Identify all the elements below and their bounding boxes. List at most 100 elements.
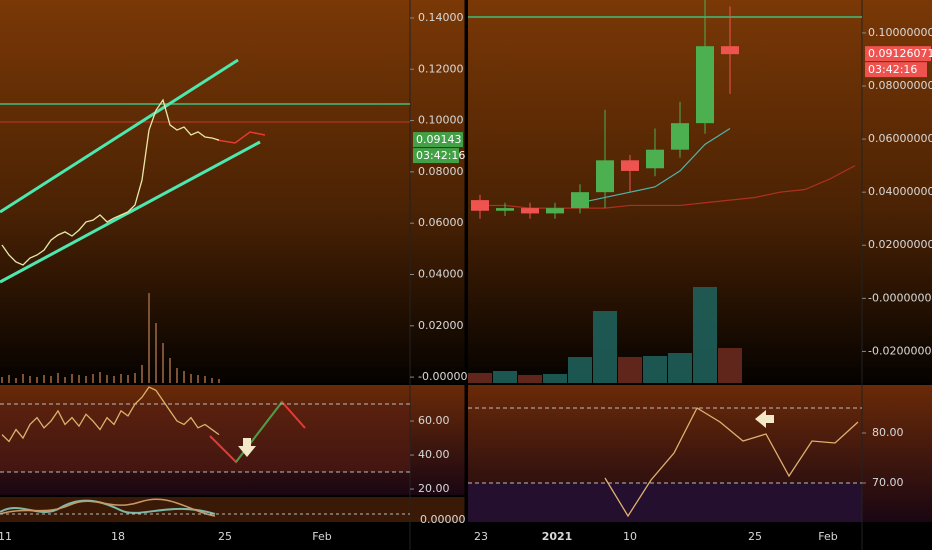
candle-body bbox=[571, 192, 589, 209]
volume-bar bbox=[85, 376, 87, 383]
line bbox=[604, 407, 859, 518]
volume-bar bbox=[197, 375, 199, 383]
volume-bar bbox=[113, 376, 115, 383]
volume-bar bbox=[493, 371, 517, 383]
volume-bar bbox=[162, 343, 164, 383]
y-tick-label: 0.04000000 bbox=[868, 185, 932, 198]
line bbox=[1, 386, 220, 443]
candle-body bbox=[496, 208, 514, 211]
price-label: 0.09126071 bbox=[868, 47, 932, 60]
rsi-band bbox=[468, 483, 862, 522]
volume-bar bbox=[71, 374, 73, 383]
indicator-line bbox=[0, 498, 216, 517]
arrow-icon bbox=[238, 438, 256, 457]
volume-bar bbox=[643, 356, 667, 383]
volume-bar bbox=[155, 323, 157, 383]
timer-box bbox=[413, 148, 459, 164]
candle-body bbox=[471, 200, 489, 211]
volume-bar bbox=[618, 357, 642, 383]
x-tick-label: 25 bbox=[218, 530, 232, 543]
candle-body bbox=[721, 46, 739, 55]
volume-bar bbox=[568, 357, 592, 383]
x-tick-label: 10 bbox=[623, 530, 637, 543]
y-tick-label: 0.08000 bbox=[418, 165, 464, 178]
volume-bar bbox=[1, 377, 3, 383]
y-tick-label: 0.08000000 bbox=[868, 79, 932, 92]
projection bbox=[216, 131, 266, 144]
line bbox=[1, 98, 220, 266]
candle-body bbox=[546, 208, 564, 214]
volume-bar bbox=[36, 377, 38, 383]
left-price-pane bbox=[0, 0, 466, 383]
arrow-icon bbox=[755, 410, 774, 428]
volume-bar bbox=[148, 293, 150, 383]
volume-bar bbox=[127, 375, 129, 383]
y-tick-label: 0.02000 bbox=[418, 319, 464, 332]
x-tick-label: 18 bbox=[111, 530, 125, 543]
x-tick-label: 23 bbox=[474, 530, 488, 543]
x-tick-label: Feb bbox=[312, 530, 331, 543]
timer: 03:42:16 bbox=[868, 63, 917, 76]
candle-body bbox=[596, 160, 614, 193]
y-tick-label: 0.12000 bbox=[418, 62, 464, 75]
timer-box bbox=[865, 62, 927, 78]
volume-bar bbox=[543, 374, 567, 383]
y-tick-label: 0.02000000 bbox=[868, 238, 932, 251]
y-tick-label: 0.04000 bbox=[418, 267, 464, 280]
candle-body bbox=[621, 160, 639, 171]
volume-bar bbox=[169, 358, 171, 383]
x-tick-label: 11 bbox=[0, 530, 12, 543]
volume-bar bbox=[50, 376, 52, 383]
volume-bar bbox=[99, 372, 101, 383]
volume-bar bbox=[141, 365, 143, 383]
y-tick-label: 0.10000000 bbox=[868, 26, 932, 39]
price-label: 0.09143 bbox=[416, 133, 462, 146]
rsi-band bbox=[0, 404, 410, 472]
volume-bar bbox=[668, 353, 692, 383]
volume-bar bbox=[190, 374, 192, 383]
y-tick-label: 20.00 bbox=[418, 482, 450, 495]
volume-bar bbox=[211, 378, 213, 383]
y-tick-label: 70.00 bbox=[872, 476, 904, 489]
volume-bar bbox=[134, 373, 136, 383]
y-tick-label: 0.10000 bbox=[418, 114, 464, 127]
x-tick-label: Feb bbox=[818, 530, 837, 543]
y-tick-label: 60.00 bbox=[418, 414, 450, 427]
timer: 03:42:16 bbox=[416, 149, 465, 162]
x-tick-label: 25 bbox=[748, 530, 762, 543]
volume-bar bbox=[176, 368, 178, 383]
candle-body bbox=[671, 123, 689, 150]
volume-bar bbox=[218, 379, 220, 383]
volume-bar bbox=[22, 374, 24, 383]
y-tick-label: 0.06000000 bbox=[868, 132, 932, 145]
price-label-box bbox=[413, 132, 463, 148]
volume-bar bbox=[29, 376, 31, 383]
y-tick-label: -0.00000 bbox=[418, 370, 467, 383]
y-tick-label: 0.06000 bbox=[418, 216, 464, 229]
moving-average bbox=[480, 165, 856, 209]
trend-line bbox=[0, 58, 239, 214]
price-label-box bbox=[865, 46, 931, 62]
volume-bar bbox=[8, 375, 10, 383]
volume-bar bbox=[106, 375, 108, 383]
volume-bar bbox=[183, 371, 185, 383]
volume-bar bbox=[43, 375, 45, 383]
volume-bar bbox=[204, 376, 206, 383]
volume-bar bbox=[518, 375, 542, 383]
y-tick-label: 40.00 bbox=[418, 448, 450, 461]
candle-body bbox=[521, 208, 539, 214]
volume-bar bbox=[120, 374, 122, 383]
volume-bar bbox=[718, 348, 742, 383]
candle-body bbox=[646, 149, 664, 169]
x-tick-label: 2021 bbox=[542, 530, 573, 543]
volume-bar bbox=[78, 375, 80, 383]
y-tick-label: 0.00000 bbox=[420, 513, 466, 526]
volume-bar bbox=[92, 374, 94, 383]
volume-bar bbox=[693, 287, 717, 383]
candle-body bbox=[696, 46, 714, 124]
trend-line bbox=[0, 140, 261, 284]
volume-bar bbox=[57, 373, 59, 383]
y-tick-label: 0.14000 bbox=[418, 11, 464, 24]
volume-bar bbox=[593, 311, 617, 383]
